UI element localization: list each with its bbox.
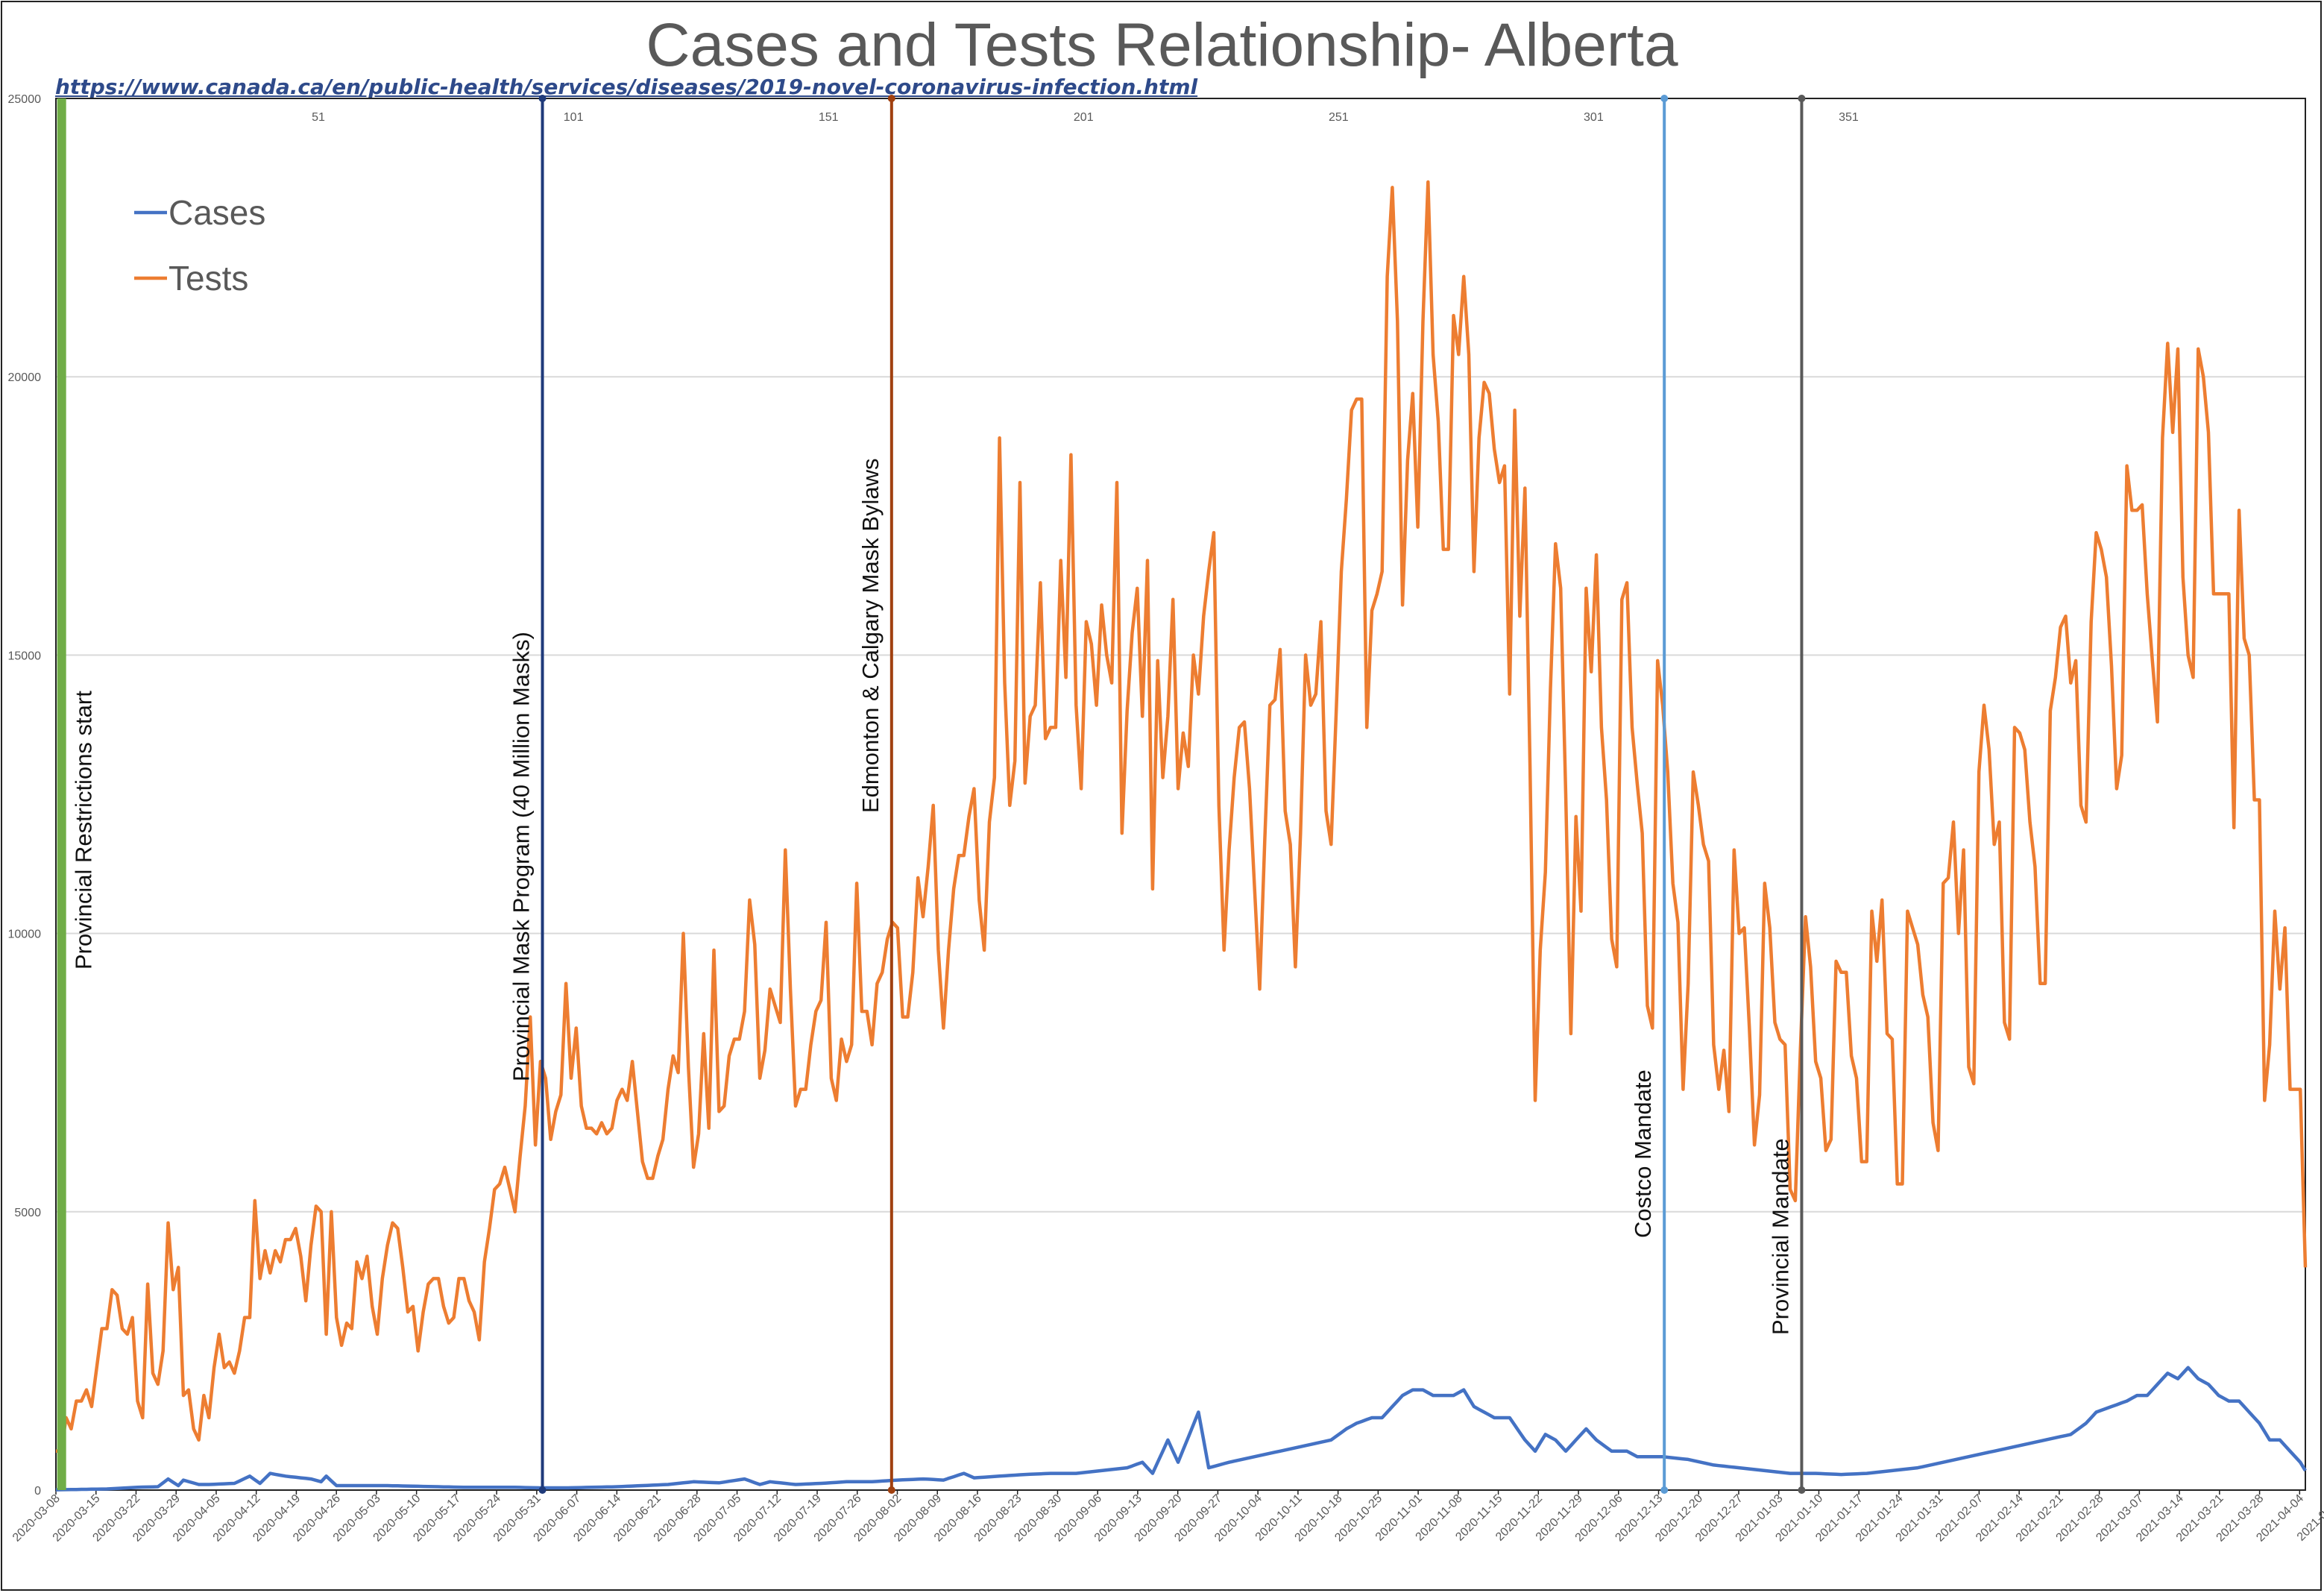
event-marker-bottom xyxy=(1660,1486,1669,1494)
top-tick-label: 101 xyxy=(564,111,584,124)
event-marker-bottom xyxy=(887,1486,895,1494)
top-tick-label: 151 xyxy=(819,111,839,124)
y-tick-label: 5000 xyxy=(14,1207,41,1219)
y-tick-label: 0 xyxy=(34,1485,41,1498)
y-tick-label: 20000 xyxy=(8,371,42,384)
event-label: Provincial Mandate xyxy=(1767,1138,1793,1335)
event-marker-bottom xyxy=(538,1486,547,1494)
y-tick-label: 15000 xyxy=(8,650,42,662)
event-marker-top xyxy=(1660,95,1669,102)
series-line-tests xyxy=(56,180,2308,1454)
series-line-cases xyxy=(55,1366,2307,1492)
event-marker-top xyxy=(887,95,895,102)
event-label: Provincial Mask Program (40 Million Mask… xyxy=(508,632,535,1081)
event-marker-bottom xyxy=(1798,1486,1806,1494)
plot-area xyxy=(55,98,2306,1491)
event-layer: Provincial Restrictions start Provincial … xyxy=(57,95,1806,1494)
legend-label: Cases xyxy=(169,193,265,232)
legend-label: Tests xyxy=(169,259,248,298)
top-tick-label: 201 xyxy=(1074,111,1094,124)
event-label: Costco Mandate xyxy=(1630,1069,1656,1238)
y-tick-label: 25000 xyxy=(8,93,42,106)
y-tick-label: 10000 xyxy=(8,929,42,941)
source-link[interactable]: https://www.canada.ca/en/public-health/s… xyxy=(55,75,1198,99)
top-tick-label: 301 xyxy=(1584,111,1604,124)
event-marker-top xyxy=(538,95,547,102)
event-label: Provincial Restrictions start xyxy=(71,691,97,970)
series-layer xyxy=(55,180,2308,1492)
grid-layer xyxy=(55,98,2306,1491)
event-label: Edmonton & Calgary Mask Bylaws xyxy=(857,458,884,813)
top-tick-label: 351 xyxy=(1839,111,1859,124)
event-marker-top xyxy=(1798,95,1806,102)
chart-title: Cases and Tests Relationship- Alberta xyxy=(646,11,1678,79)
top-tick-label: 51 xyxy=(312,111,325,124)
legend: Cases Tests xyxy=(134,193,265,298)
top-tick-label: 251 xyxy=(1329,111,1349,124)
